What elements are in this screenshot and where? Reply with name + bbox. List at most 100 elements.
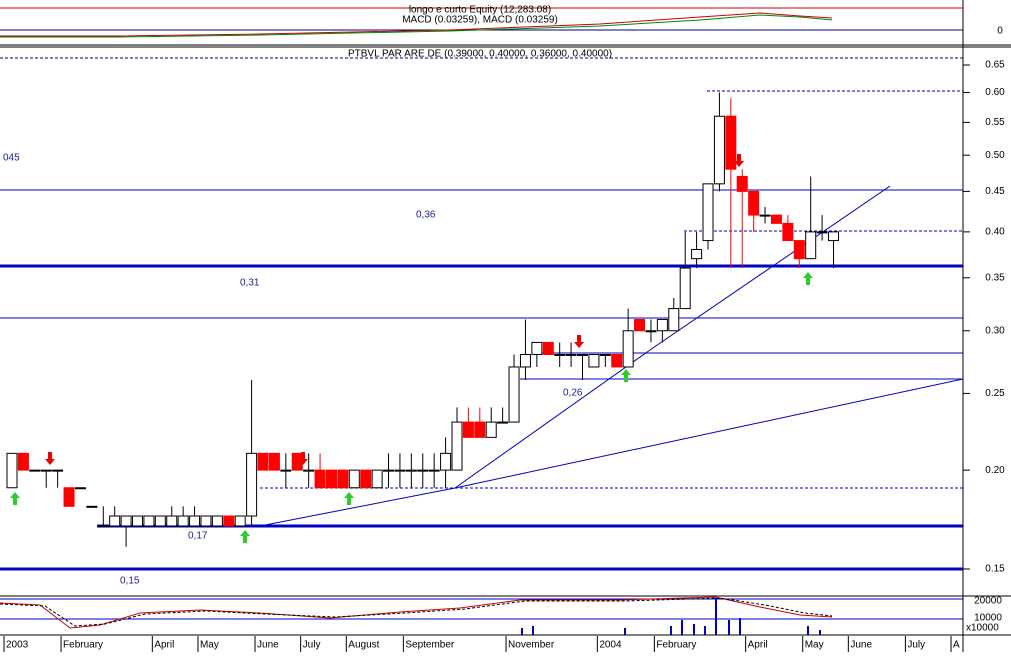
annotation: 045 — [3, 153, 20, 164]
y-tick-label: 0.15 — [985, 564, 1005, 575]
candle-body — [200, 515, 212, 527]
drawing-lines — [0, 90, 964, 571]
candle-body — [143, 515, 155, 527]
sell-arrow — [734, 154, 744, 167]
candle-body — [462, 421, 474, 438]
candle-body — [17, 452, 29, 471]
trend-line — [454, 378, 964, 489]
candle-body — [303, 469, 315, 472]
volume-tick-label: 20000 — [974, 596, 1002, 607]
candle-body — [782, 222, 794, 242]
candle-body — [451, 421, 463, 471]
candle-body — [280, 469, 292, 472]
macd-title: longo e curto Equity (12,283.08) — [409, 5, 551, 16]
candle-body — [154, 515, 166, 527]
y-tick-label: 0.30 — [985, 325, 1005, 336]
candle-body — [759, 214, 771, 217]
x-tick-label: April — [154, 640, 174, 651]
candle-body — [611, 353, 623, 368]
annotation: 0,36 — [416, 210, 436, 221]
x-tick-label: A — [953, 640, 960, 651]
candle-body — [428, 469, 440, 472]
candle-body — [189, 515, 201, 527]
candle-body — [691, 249, 703, 260]
candle-body — [109, 515, 121, 527]
candle-body — [132, 515, 144, 527]
annotation: 0,26 — [563, 388, 583, 399]
x-tick-label: July — [303, 640, 321, 651]
x-tick-label: February — [63, 640, 103, 651]
candle-body — [314, 469, 326, 489]
y-tick-label: 0.55 — [985, 117, 1005, 128]
candle-body — [325, 469, 337, 489]
candle-body — [52, 469, 64, 472]
candle-body — [748, 190, 760, 216]
candle-body — [120, 515, 132, 527]
candle-body — [645, 330, 657, 333]
candle-body — [29, 469, 41, 472]
candle-body — [474, 421, 486, 438]
candle-body — [713, 115, 725, 185]
y-tick-label: 0.60 — [985, 87, 1005, 98]
candle-body — [6, 452, 18, 489]
candle-body — [383, 469, 395, 472]
candle-body — [793, 240, 805, 260]
x-tick-label: February — [656, 640, 696, 651]
candle-body — [816, 231, 828, 234]
candle-body — [291, 452, 303, 471]
macd-line — [0, 12, 833, 37]
x-tick-label: June — [850, 640, 872, 651]
buy-arrow — [344, 492, 354, 505]
y-tick-label: 0.50 — [985, 150, 1005, 161]
candle-body — [634, 318, 646, 332]
x-tick-label: 2003 — [6, 640, 29, 651]
macd-subtitle: MACD (0.03259), MACD (0.03259) — [402, 15, 558, 26]
candle-body — [702, 183, 714, 242]
buy-arrow — [10, 492, 20, 505]
candle-body — [177, 515, 189, 527]
candle-body — [805, 231, 817, 260]
trend-line — [259, 487, 456, 527]
x-tick-label: May — [200, 640, 219, 651]
y-tick-label: 0.25 — [985, 388, 1005, 399]
candle-body — [166, 515, 178, 527]
candle-body — [440, 452, 452, 471]
y-tick-label: 0.65 — [985, 60, 1005, 71]
macd-tick-label: 0 — [997, 26, 1003, 37]
buy-arrow — [621, 369, 631, 382]
x-tick-label: April — [748, 640, 768, 651]
candle-body — [770, 214, 782, 224]
trend-line — [454, 349, 651, 489]
buy-arrow — [240, 530, 250, 543]
y-tick-label: 0.35 — [985, 272, 1005, 283]
candle-body — [554, 353, 566, 356]
candle-body — [97, 525, 109, 528]
candle-body — [485, 421, 497, 438]
x-tick-label: September — [405, 640, 455, 651]
annotation: 0,31 — [240, 278, 260, 289]
candle-body — [531, 341, 543, 355]
candle-body — [497, 421, 509, 424]
candle-body — [542, 341, 554, 355]
candle-body — [234, 515, 246, 527]
x-tick-label: November — [508, 640, 555, 651]
candle-body — [257, 452, 269, 471]
candle-body — [519, 353, 531, 368]
volume-tick-label: 10000 — [974, 613, 1002, 624]
candle-body — [40, 469, 52, 472]
candle-body — [736, 175, 748, 192]
candle-body — [268, 452, 280, 471]
x-tick-label: August — [348, 640, 379, 651]
candle-body — [246, 452, 258, 517]
x-tick-label: June — [257, 640, 279, 651]
x-tick-label: May — [805, 640, 824, 651]
macd-signal — [0, 14, 833, 38]
trend-line — [649, 185, 891, 351]
y-tick-label: 0.40 — [985, 227, 1005, 238]
candle-body — [348, 469, 360, 489]
annotation: 0,15 — [120, 576, 140, 587]
buy-arrow — [803, 272, 813, 285]
candle-body — [417, 469, 429, 472]
y-tick-label: 0.20 — [985, 465, 1005, 476]
annotation: 0,17 — [188, 531, 208, 542]
